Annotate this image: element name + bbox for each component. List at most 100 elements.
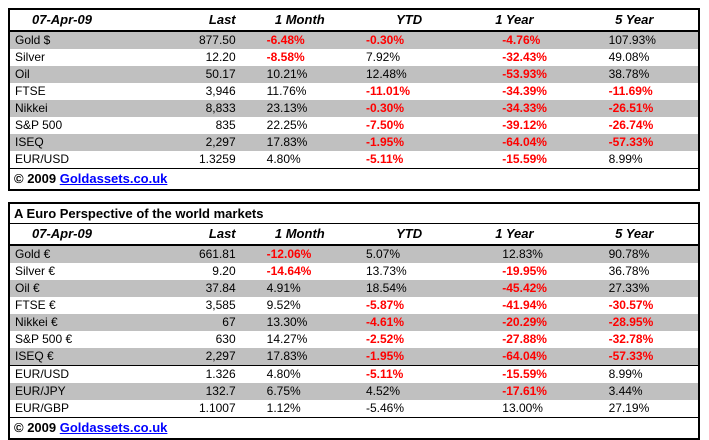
column-header-last: Last bbox=[181, 9, 240, 32]
column-header-1-year: 1 Year bbox=[458, 9, 571, 32]
last-value: 8,833 bbox=[181, 100, 240, 117]
copyright-cell: © 2009 Goldassets.co.uk bbox=[9, 168, 699, 190]
pct-value: -64.04% bbox=[458, 348, 571, 366]
last-value: 1.3259 bbox=[198, 152, 236, 166]
pct-value: 4.80% bbox=[239, 365, 360, 383]
pct-value: -8.58% bbox=[266, 50, 305, 64]
last-value: 12.20 bbox=[205, 50, 236, 64]
row-label: FTSE bbox=[15, 84, 46, 98]
pct-value: -32.43% bbox=[502, 50, 547, 64]
pct-value: 12.48% bbox=[359, 66, 459, 83]
row-label: Oil € bbox=[9, 280, 182, 297]
copyright-text: © 2009 bbox=[14, 171, 57, 186]
last-value: 67 bbox=[181, 314, 240, 331]
row-label: EUR/USD bbox=[15, 152, 70, 166]
last-value: 9.20 bbox=[212, 264, 236, 278]
goldassets-link[interactable]: Goldassets.co.uk bbox=[59, 420, 168, 435]
pct-value: 17.83% bbox=[239, 348, 360, 366]
pct-value: -53.93% bbox=[458, 66, 571, 83]
pct-value: -20.29% bbox=[458, 314, 571, 331]
last-value: 3,585 bbox=[205, 298, 236, 312]
pct-value: 7.92% bbox=[365, 50, 401, 64]
row-label: ISEQ € bbox=[9, 348, 182, 366]
table-title: A Euro Perspective of the world markets bbox=[9, 203, 699, 224]
last-value: 50.17 bbox=[181, 66, 240, 83]
pct-value: 14.27% bbox=[266, 332, 308, 346]
table-row: Nikkei €67 13.30% -4.61% -20.29% -28.95% bbox=[9, 314, 699, 331]
pct-value: -34.39% bbox=[502, 84, 547, 98]
pct-value: 90.78% bbox=[570, 245, 699, 263]
pct-value: -39.12% bbox=[502, 118, 547, 132]
goldassets-link[interactable]: Goldassets.co.uk bbox=[59, 171, 168, 186]
pct-value: 4.52% bbox=[359, 383, 459, 400]
row-label: ISEQ bbox=[9, 134, 182, 151]
pct-value: -41.94% bbox=[502, 298, 547, 312]
column-header-last: Last bbox=[181, 223, 240, 246]
table-row: EUR/JPY 132.7 6.75% 4.52% -17.61% 3.44% bbox=[9, 383, 699, 400]
pct-value: -26.74% bbox=[608, 118, 654, 132]
pct-value: -5.46% bbox=[365, 401, 405, 415]
table-row: Silver € 9.20 -14.64% 13.73% -19.95% 36.78% bbox=[9, 263, 699, 280]
last-value: 2,297 bbox=[181, 134, 240, 151]
pct-value: 49.08% bbox=[608, 50, 650, 64]
last-value: 132.7 bbox=[181, 383, 240, 400]
pct-value: -6.48% bbox=[239, 31, 360, 49]
pct-value: 3.44% bbox=[570, 383, 699, 400]
last-value: 661.81 bbox=[181, 245, 240, 263]
pct-value: -11.01% bbox=[365, 84, 411, 98]
last-value: 3,946 bbox=[205, 84, 236, 98]
pct-value: 6.75% bbox=[239, 383, 360, 400]
pct-value: 38.78% bbox=[570, 66, 699, 83]
pct-value: 23.13% bbox=[239, 100, 360, 117]
table-row: EUR/USD 1.3259 4.80% -5.11% -15.59% 8.99% bbox=[9, 151, 699, 169]
column-header-5-year: 5 Year bbox=[570, 9, 699, 32]
pct-value: 11.76% bbox=[266, 84, 307, 98]
row-label: S&P 500 € bbox=[15, 332, 73, 346]
pct-value: -28.95% bbox=[570, 314, 699, 331]
pct-value: -4.61% bbox=[359, 314, 459, 331]
pct-value: 18.54% bbox=[359, 280, 459, 297]
pct-value: -5.11% bbox=[359, 365, 459, 383]
table-row: Gold €661.81 -12.06% 5.07% 12.83% 90.78% bbox=[9, 245, 699, 263]
pct-value: 27.33% bbox=[570, 280, 699, 297]
pct-value: 1.12% bbox=[266, 401, 301, 415]
pct-value: -11.69% bbox=[608, 84, 653, 98]
pct-value: 12.83% bbox=[458, 245, 571, 263]
pct-value: -1.95% bbox=[359, 134, 459, 151]
pct-value: -57.33% bbox=[570, 348, 699, 366]
column-header-1-year: 1 Year bbox=[458, 223, 571, 246]
table-row: S&P 500 835 22.25% -7.50% -39.12% -26.74% bbox=[9, 117, 699, 134]
last-value: 877.50 bbox=[181, 31, 240, 49]
table-row: FTSE 3,946 11.76% -11.01% -34.39% -11.69% bbox=[9, 83, 699, 100]
pct-value: -27.88% bbox=[502, 332, 547, 346]
row-label: Gold € bbox=[9, 245, 182, 263]
last-value: 37.84 bbox=[181, 280, 240, 297]
pct-value: 13.30% bbox=[239, 314, 360, 331]
pct-value: -30.57% bbox=[608, 298, 654, 312]
table-row: EUR/USD 1.326 4.80% -5.11% -15.59% 8.99% bbox=[9, 365, 699, 383]
table-row: Silver 12.20 -8.58% 7.92% -32.43% 49.08% bbox=[9, 49, 699, 66]
pct-value: -57.33% bbox=[570, 134, 699, 151]
date-header: 07-Apr-09 bbox=[9, 223, 182, 246]
column-header-1-month: 1 Month bbox=[239, 223, 360, 246]
row-label: Silver bbox=[15, 50, 46, 64]
table-row: S&P 500 € 630 14.27% -2.52% -27.88% -32.78% bbox=[9, 331, 699, 348]
pct-value: 36.78% bbox=[608, 264, 650, 278]
pct-value: 8.99% bbox=[608, 152, 643, 166]
row-label: EUR/JPY bbox=[9, 383, 182, 400]
last-value: 1.1007 bbox=[198, 401, 236, 415]
usd-markets-table: 07-Apr-09 Last 1 Month YTD 1 Year 5 Year Gold… bbox=[8, 8, 700, 191]
table-row: FTSE € 3,585 9.52% -5.87% -41.94% -30.57% bbox=[9, 297, 699, 314]
pct-value: 107.93% bbox=[570, 31, 699, 49]
pct-value: -12.06% bbox=[239, 245, 360, 263]
pct-value: -26.51% bbox=[570, 100, 699, 117]
pct-value: -7.50% bbox=[365, 118, 405, 132]
row-label: Silver € bbox=[15, 264, 56, 278]
pct-value: -5.11% bbox=[365, 152, 404, 166]
pct-value: 13.00% bbox=[502, 401, 543, 415]
row-label: Gold $ bbox=[9, 31, 182, 49]
euro-markets-table: A Euro Perspective of the world markets 0… bbox=[8, 202, 700, 440]
pct-value: -19.95% bbox=[502, 264, 547, 278]
pct-value: -32.78% bbox=[608, 332, 654, 346]
